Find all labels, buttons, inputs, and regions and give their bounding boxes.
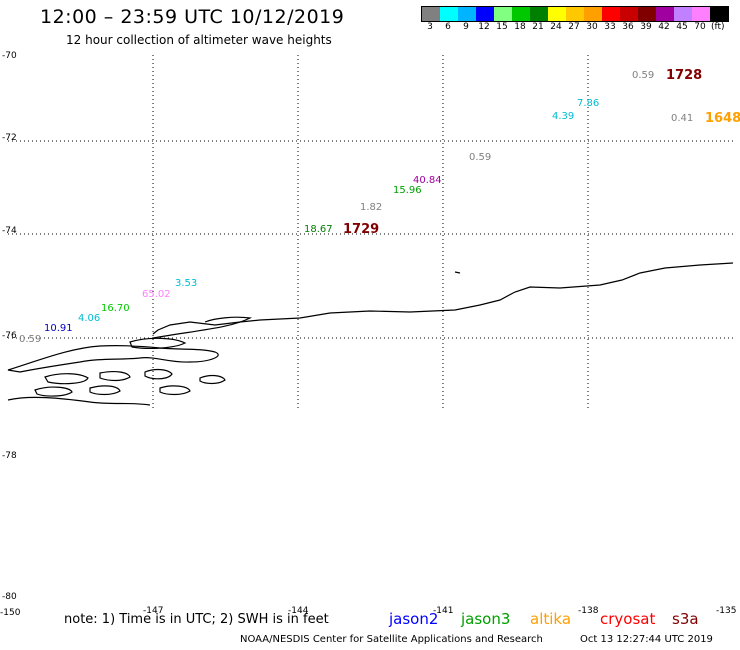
lon-label: -147: [143, 606, 164, 616]
longitude-gridlines: [152, 55, 589, 408]
colorbar-swatch: [458, 7, 476, 21]
legend-jason2: jason2: [389, 610, 439, 628]
wave-height-value: 10.91: [44, 323, 73, 334]
lon-label: -135: [716, 606, 737, 616]
wave-height-value: 0.41: [671, 113, 694, 124]
wave-height-value: 1.82: [360, 202, 383, 213]
wave-height-value: 65.02: [142, 289, 171, 300]
wave-height-value: 40.84: [413, 175, 442, 186]
wave-height-value: 4.39: [552, 111, 575, 122]
footer-note: note: 1) Time is in UTC; 2) SWH is in fe…: [64, 612, 329, 627]
island-1: [44, 373, 89, 385]
colorbar-label: 36: [622, 22, 634, 32]
coastline: [7, 262, 734, 406]
wave-height-value: 7.86: [577, 98, 600, 109]
wave-height-value: 0.59: [19, 334, 42, 345]
colorbar-label: 24: [550, 22, 562, 32]
island-6: [159, 385, 191, 396]
wave-height-value: 18.67: [304, 224, 333, 235]
time-label: 1729: [343, 222, 380, 237]
colorbar-swatch: [620, 7, 638, 21]
island-3: [144, 368, 173, 380]
island-2: [99, 371, 131, 382]
colorbar-swatch: [674, 7, 692, 21]
colorbar-swatch: [692, 7, 710, 21]
island-4: [34, 386, 73, 397]
colorbar-label: 18: [514, 22, 526, 32]
lat-label: -78: [2, 451, 17, 461]
colorbar-labels: 3 6 9 12 15 18 21 24 27 30 33 36 39 42 45 70 (ft): [421, 22, 739, 32]
lat-label: -70: [2, 51, 17, 61]
lon-label: -144: [288, 606, 309, 616]
colorbar-label: 15: [496, 22, 508, 32]
chart-subtitle: 12 hour collection of altimeter wave hei…: [66, 33, 332, 47]
legend-s3a: s3a: [672, 610, 699, 628]
colorbar-swatch: [710, 7, 728, 21]
wave-height-value: 0.59: [632, 70, 655, 81]
colorbar-swatch: [548, 7, 566, 21]
colorbar-label: 45: [676, 22, 688, 32]
colorbar-label: 42: [658, 22, 670, 32]
wave-height-value: 3.53: [175, 278, 198, 289]
colorbar-label: 9: [463, 22, 469, 32]
colorbar-label: 3: [427, 22, 433, 32]
colorbar-swatch: [656, 7, 674, 21]
colorbar-swatch: [440, 7, 458, 21]
coastline-main: [152, 262, 734, 335]
colorbar-unit: (ft): [711, 22, 725, 32]
lat-label: -76: [2, 331, 17, 341]
wave-height-value: 4.06: [78, 313, 101, 324]
legend-altika: altika: [530, 610, 572, 628]
colorbar-swatch: [602, 7, 620, 21]
colorbar-label: 21: [532, 22, 544, 32]
colorbar-swatch: [476, 7, 494, 21]
wave-height-value: 0.59: [469, 152, 492, 163]
colorbar-label: 30: [586, 22, 598, 32]
small-island: [454, 271, 461, 274]
lon-label: -138: [578, 606, 599, 616]
time-label: 1648: [705, 111, 740, 126]
coast-lower: [7, 396, 151, 406]
colorbar-label: 39: [640, 22, 652, 32]
colorbar-label: 6: [445, 22, 451, 32]
chart-title: 12:00 – 23:59 UTC 10/12/2019: [40, 6, 345, 28]
coast-lobe-2: [129, 337, 187, 349]
coast-lobe-1: [7, 345, 219, 373]
wave-height-colorbar: [421, 6, 729, 22]
colorbar-swatch: [494, 7, 512, 21]
colorbar-swatch: [530, 7, 548, 21]
ice-shelf-edge: [152, 316, 253, 339]
colorbar-swatch: [512, 7, 530, 21]
wave-height-value: 16.70: [101, 303, 130, 314]
latitude-gridlines: [8, 140, 733, 339]
colorbar-label: 33: [604, 22, 616, 32]
time-label: 1728: [666, 68, 703, 83]
lon-label: -150: [0, 608, 21, 618]
island-5: [89, 385, 121, 396]
colorbar-swatch: [422, 7, 440, 21]
colorbar-swatch: [638, 7, 656, 21]
colorbar-swatch: [584, 7, 602, 21]
legend-cryosat: cryosat: [600, 610, 656, 628]
legend-jason3: jason3: [461, 610, 511, 628]
colorbar-swatch: [566, 7, 584, 21]
lat-label: -72: [2, 133, 17, 143]
lat-label: -74: [2, 226, 17, 236]
colorbar-label: 12: [478, 22, 490, 32]
island-7: [199, 374, 226, 385]
lat-label: -80: [2, 592, 17, 602]
credit-line: NOAA/NESDIS Center for Satellite Applica…: [240, 634, 543, 645]
wave-height-value: 15.96: [393, 185, 422, 196]
colorbar-label: 70: [694, 22, 706, 32]
generated-timestamp: Oct 13 12:27:44 UTC 2019: [580, 634, 713, 645]
lon-label: -141: [433, 606, 454, 616]
colorbar-label: 27: [568, 22, 580, 32]
